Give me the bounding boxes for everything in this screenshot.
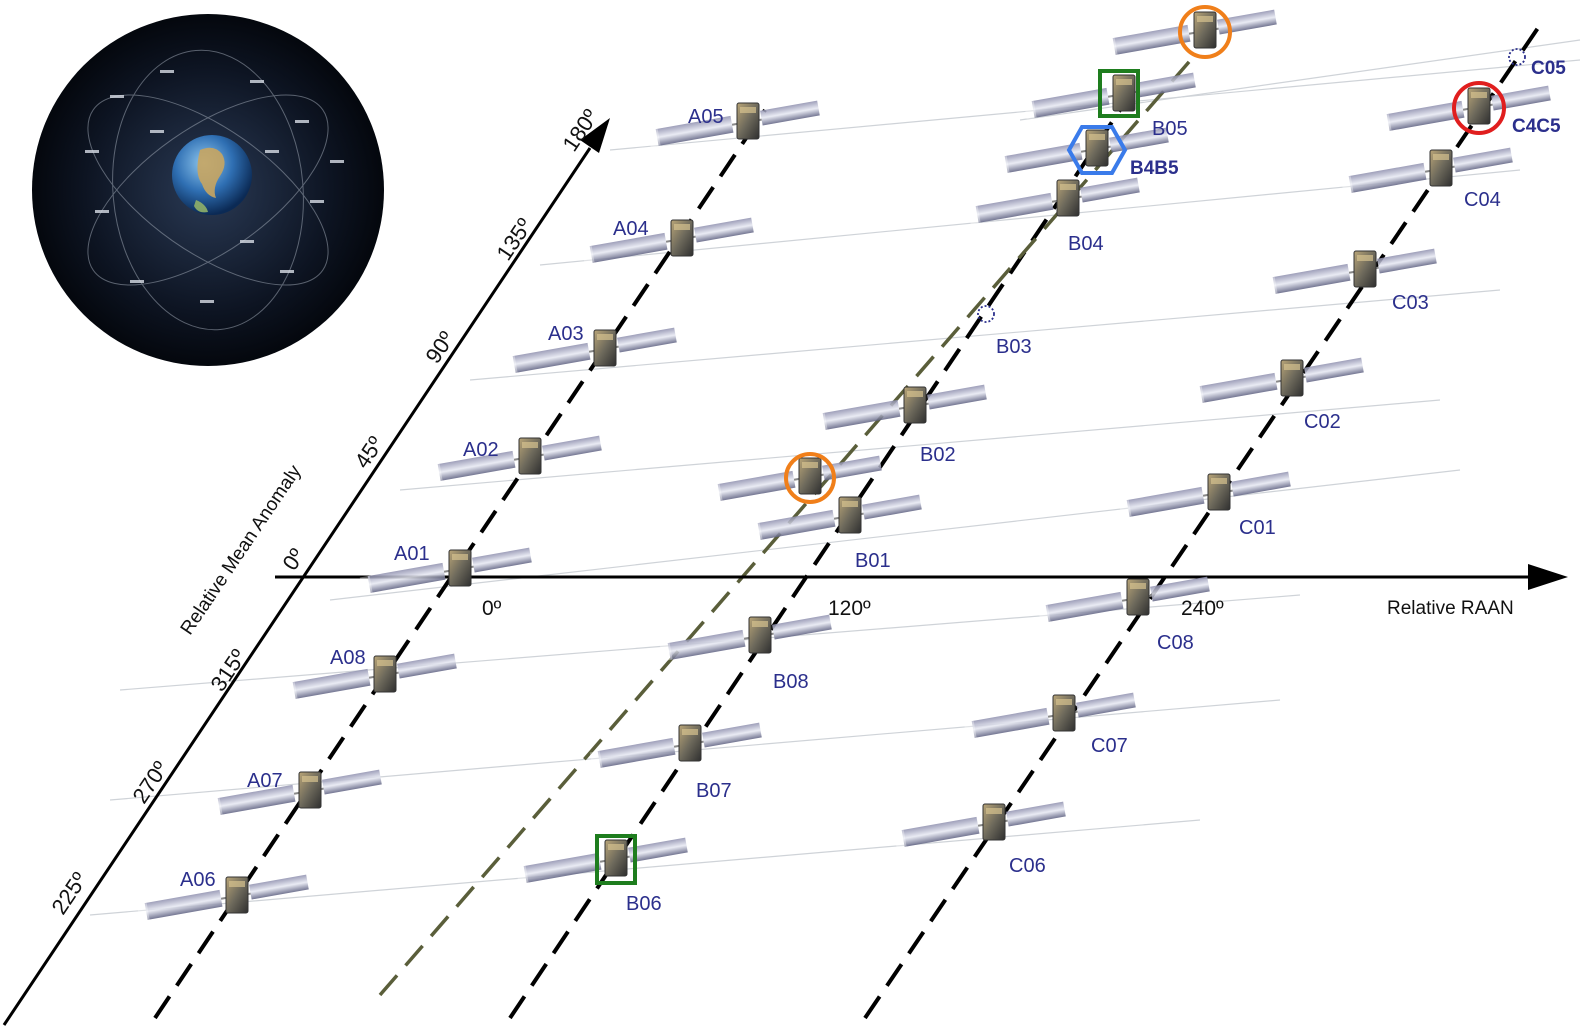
blue-hexagon-marker-b4b5 [1066,125,1128,175]
plane-line-b [508,108,1122,1020]
satellite-icon-c02 [1190,356,1366,406]
raan-axis-arrow-icon [1528,564,1568,590]
orange-circle-marker-top [1178,5,1232,59]
green-square-marker-b06 [595,834,637,885]
y-tick-315: 315º [205,645,251,696]
markers [595,5,1526,885]
satellite-icon-b05 [1022,71,1198,121]
label-a05: A05 [688,106,724,128]
label-a01: A01 [394,543,430,565]
satellite-icon-a08 [283,652,459,702]
satellite-icon-c01 [1117,470,1293,520]
label-c02: C02 [1304,411,1341,433]
label-b4b5: B4B5 [1130,158,1179,179]
satellite-labels: A01 A02 A03 A04 A05 A06 A07 A08 B01 B02 … [180,58,1566,915]
label-b07: B07 [696,780,732,802]
x-tick-240: 240º [1181,597,1224,620]
label-c05: C05 [1531,58,1566,79]
label-b03: B03 [996,336,1032,358]
label-b02: B02 [920,444,956,466]
plane-line-c [863,23,1542,1020]
anomaly-axis [2,147,592,1026]
satellite-icon-b-top [1103,8,1279,58]
label-b01: B01 [855,550,891,572]
label-a04: A04 [613,218,649,240]
label-c04: C04 [1464,189,1501,211]
x-tick-labels: 0º 120º 240º Relative RAAN [482,597,1514,620]
label-a02: A02 [463,439,499,461]
green-square-marker-b05 [1098,69,1140,118]
red-circle-marker-c4c5 [1452,81,1506,135]
label-c07: C07 [1091,735,1128,757]
label-a08: A08 [330,647,366,669]
y-tick-0: 0º [277,544,309,575]
orange-circle-marker-b01 [784,452,836,504]
x-axis-title: Relative RAAN [1387,598,1514,619]
label-a06: A06 [180,869,216,891]
satellite-icon-a05 [646,99,822,149]
y-tick-90: 90º [420,327,459,368]
dotted-slot-marker-b03 [977,305,995,323]
dotted-slot-marker-c05 [1508,48,1526,66]
satellite-icon-c07 [962,691,1138,741]
label-c03: C03 [1392,292,1429,314]
label-b08: B08 [773,671,809,693]
x-tick-120: 120º [828,597,871,620]
orbit-row-line [329,469,1461,601]
label-b04: B04 [1068,233,1104,255]
orbit-row-line [89,819,1201,916]
x-tick-0: 0º [482,597,502,620]
satellite-icon-b06 [514,836,690,886]
earth-constellation-icon [32,14,384,366]
label-c06: C06 [1009,855,1046,877]
y-tick-225: 225º [46,868,92,919]
label-c4c5: C4C5 [1512,116,1561,137]
satellite-icon-c03 [1263,247,1439,297]
anomaly-axis-arrow-icon [580,118,610,153]
satellite-icon-b08 [658,613,834,663]
label-a07: A07 [247,770,283,792]
y-tick-45: 45º [349,432,388,473]
label-a03: A03 [548,323,584,345]
label-b05: B05 [1152,118,1188,140]
satellite-icon-c06 [892,800,1068,850]
orbit-row-line [399,399,1441,491]
label-b06: B06 [626,893,662,915]
satellite-icon-c04 [1339,146,1515,196]
orbit-row-line [469,289,1501,381]
label-c08: C08 [1157,632,1194,654]
axes [2,118,1568,1026]
label-c01: C01 [1239,517,1276,539]
